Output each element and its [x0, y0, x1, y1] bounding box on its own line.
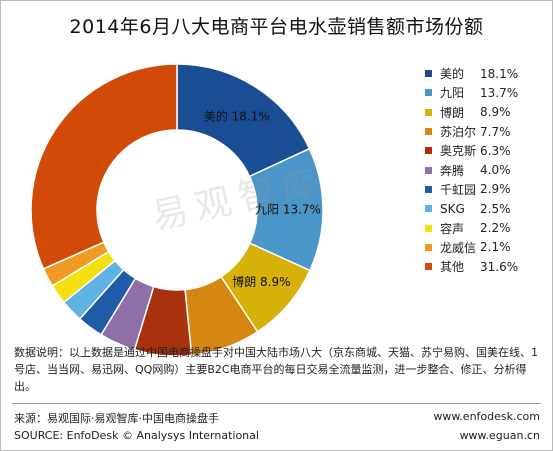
data-note: 数据说明：以上数据是通过中国电商操盘手对中国大陆市场八大（京东商城、天猫、苏宁易…	[14, 346, 538, 393]
legend-name: 其他	[440, 260, 465, 275]
legend-name: 容声	[440, 221, 465, 236]
legend-swatch	[425, 128, 432, 136]
legend-name: 奥克斯	[440, 144, 477, 159]
legend-swatch	[425, 70, 432, 78]
legend: 美的 18.1% 九阳 13.7% 博朗 8.9% 苏泊尔 7.7% 奥克斯 6.3% 奔腾 4.0%…	[425, 64, 550, 276]
legend-value: 7.7%	[480, 124, 511, 139]
chart-title: 2014年6月八大电商平台电水壶销售额市场份额	[69, 16, 484, 38]
legend-item: SKG 2.5%	[425, 199, 550, 218]
footer-divider	[12, 403, 541, 404]
legend-value: 2.1%	[480, 240, 511, 255]
legend-value: 2.2%	[480, 221, 511, 236]
legend-value: 6.3%	[480, 143, 511, 158]
legend-value: 13.7%	[480, 85, 519, 100]
legend-swatch	[425, 89, 432, 97]
legend-value: 4.0%	[480, 163, 511, 178]
legend-item: 千虹园 2.9%	[425, 180, 550, 199]
source-cn: 来源：易观国际·易观智库·中国电商操盘手	[14, 412, 219, 425]
legend-value: 18.1%	[480, 66, 519, 81]
legend-name: 苏泊尔	[440, 125, 477, 140]
slice-label-0: 美的 18.1%	[204, 108, 270, 123]
legend-name: 千虹园	[440, 182, 477, 197]
legend-swatch	[425, 108, 432, 116]
legend-item: 九阳 13.7%	[425, 83, 550, 102]
legend-name: 奔腾	[440, 163, 465, 178]
legend-swatch	[425, 185, 432, 193]
legend-item: 龙威信 2.1%	[425, 238, 550, 257]
url-eguan: www.eguan.cn	[459, 429, 540, 442]
legend-name: SKG	[440, 201, 465, 216]
legend-value: 31.6%	[480, 259, 519, 274]
legend-swatch	[425, 243, 432, 251]
legend-value: 2.5%	[480, 201, 511, 216]
legend-item: 奥克斯 6.3%	[425, 141, 550, 160]
legend-item: 博朗 8.9%	[425, 103, 550, 122]
legend-item: 苏泊尔 7.7%	[425, 122, 550, 141]
legend-name: 博朗	[440, 105, 465, 120]
legend-swatch	[425, 224, 432, 232]
legend-item: 奔腾 4.0%	[425, 160, 550, 179]
legend-item: 其他 31.6%	[425, 257, 550, 276]
legend-swatch	[425, 205, 432, 213]
legend-swatch	[425, 166, 432, 174]
legend-value: 2.9%	[480, 182, 511, 197]
url-enfodesk: www.enfodesk.com	[433, 410, 540, 423]
slice-label-2: 博朗 8.9%	[232, 274, 290, 289]
legend-name: 龙威信	[440, 240, 477, 255]
slice-10	[30, 63, 178, 270]
legend-name: 美的	[440, 67, 465, 82]
legend-value: 8.9%	[480, 105, 511, 120]
legend-swatch	[425, 263, 432, 271]
source-en: SOURCE: EnfoDesk © Analysys Internationa…	[14, 429, 259, 442]
legend-item: 美的 18.1%	[425, 64, 550, 83]
legend-swatch	[425, 147, 432, 155]
legend-name: 九阳	[440, 86, 465, 101]
legend-item: 容声 2.2%	[425, 218, 550, 237]
slice-label-1: 九阳 13.7%	[255, 203, 321, 217]
